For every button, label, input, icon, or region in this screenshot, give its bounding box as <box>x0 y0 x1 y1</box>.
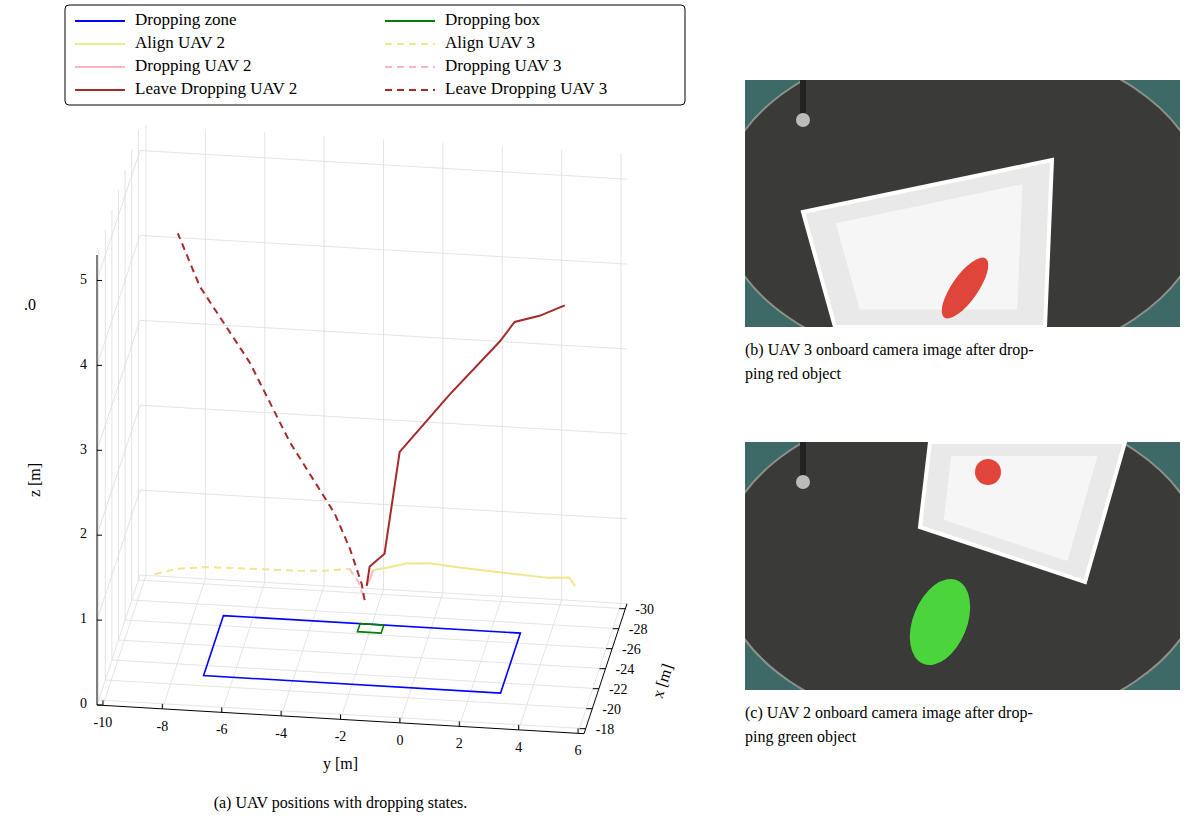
svg-text:4: 4 <box>80 357 87 372</box>
svg-text:4: 4 <box>515 740 522 755</box>
svg-text:Dropping UAV 2: Dropping UAV 2 <box>135 56 252 75</box>
svg-text:-22: -22 <box>609 682 628 697</box>
svg-text:ping red object: ping red object <box>745 365 842 383</box>
svg-text:0: 0 <box>396 733 403 748</box>
svg-text:-8: -8 <box>156 719 168 734</box>
svg-text:-20: -20 <box>602 702 621 717</box>
svg-text:Dropping UAV 3: Dropping UAV 3 <box>445 56 562 75</box>
svg-text:-28: -28 <box>629 622 648 637</box>
svg-text:-2: -2 <box>335 729 347 744</box>
svg-text:Dropping box: Dropping box <box>445 10 540 29</box>
svg-text:-30: -30 <box>635 602 654 617</box>
svg-text:(b) UAV 3 onboard camera image: (b) UAV 3 onboard camera image after dro… <box>745 341 1034 359</box>
svg-text:Align UAV 2: Align UAV 2 <box>135 33 225 52</box>
svg-text:ping green object: ping green object <box>745 728 857 746</box>
svg-text:-10: -10 <box>94 715 113 730</box>
svg-text:1: 1 <box>80 611 87 626</box>
svg-text:z [m]: z [m] <box>26 463 43 497</box>
svg-text:5: 5 <box>80 272 87 287</box>
svg-text:Leave Dropping UAV 2: Leave Dropping UAV 2 <box>135 79 297 98</box>
svg-text:0: 0 <box>80 696 87 711</box>
svg-text:Align UAV 3: Align UAV 3 <box>445 33 535 52</box>
svg-text:2: 2 <box>456 736 463 751</box>
svg-text:(c) UAV 2 onboard camera image: (c) UAV 2 onboard camera image after dro… <box>745 704 1033 722</box>
svg-text:Leave Dropping UAV 3: Leave Dropping UAV 3 <box>445 79 607 98</box>
svg-text:.0: .0 <box>24 296 36 313</box>
svg-text:-4: -4 <box>275 726 287 741</box>
svg-text:(a) UAV positions with droppin: (a) UAV positions with dropping states. <box>214 794 468 812</box>
svg-text:Dropping zone: Dropping zone <box>135 10 237 29</box>
svg-text:3: 3 <box>80 442 87 457</box>
svg-text:6: 6 <box>575 743 582 758</box>
svg-text:-26: -26 <box>622 642 641 657</box>
svg-text:-24: -24 <box>616 662 635 677</box>
svg-text:x [m]: x [m] <box>649 662 676 701</box>
svg-text:-18: -18 <box>596 722 615 737</box>
svg-text:2: 2 <box>80 526 87 541</box>
svg-text:y [m]: y [m] <box>323 755 358 773</box>
svg-text:-6: -6 <box>216 722 228 737</box>
